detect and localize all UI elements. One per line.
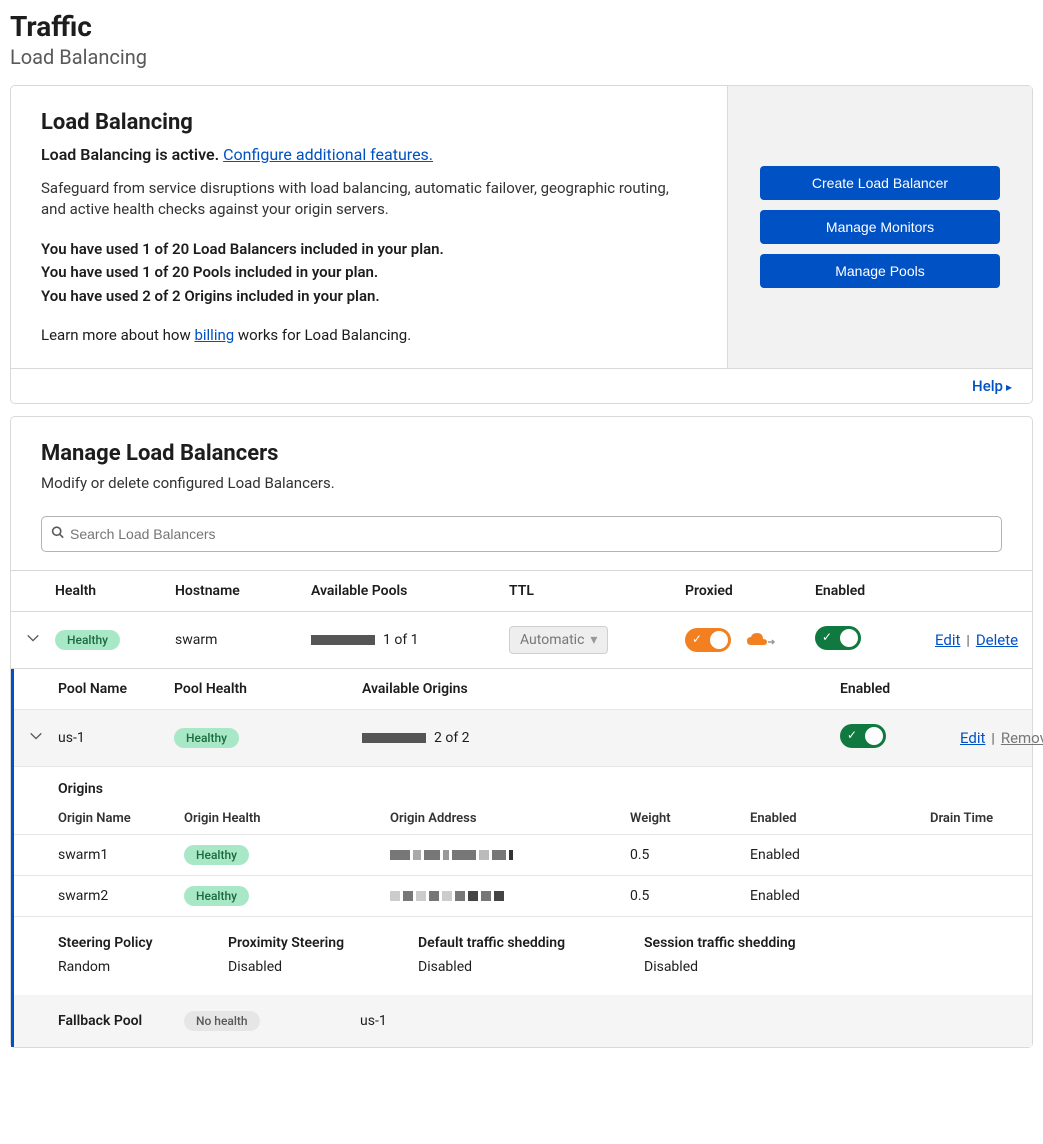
fallback-pool: us-1 [360,1013,1032,1029]
edit-link[interactable]: Edit [935,631,960,649]
col-enabled: Enabled [815,583,1032,599]
manage-monitors-button[interactable]: Manage Monitors [760,210,1000,244]
col-origin-address: Origin Address [390,811,630,826]
origin-address-redacted [390,891,630,901]
col-proxied: Proxied [685,583,815,599]
learn-more: Learn more about how billing works for L… [41,326,697,344]
pool-row: us-1 Healthy 2 of 2 ✓ Edit|Remove [14,710,1032,767]
lb-detail: Pool Name Pool Health Available Origins … [11,669,1032,1047]
usage-line: You have used 1 of 20 Pools included in … [41,261,697,284]
chevron-down-icon[interactable] [11,631,55,649]
origin-weight: 0.5 [630,847,750,863]
default-shed-label: Default traffic shedding [418,935,644,951]
delete-link[interactable]: Delete [976,631,1018,649]
col-pool-health: Pool Health [174,681,362,697]
origin-weight: 0.5 [630,888,750,904]
billing-link[interactable]: billing [194,326,234,344]
col-pool-enabled: Enabled [840,681,1032,697]
session-shed-value: Disabled [644,959,1032,975]
lb-row: Healthy swarm 1 of 1 Automatic ✓ ✓ Edit|… [11,612,1032,669]
pools-text: 1 of 1 [383,632,419,648]
session-shed-label: Session traffic shedding [644,935,1032,951]
intro-card: Load Balancing Load Balancing is active.… [10,85,1033,404]
origin-enabled: Enabled [750,888,930,904]
pools-progress [311,635,375,645]
manage-subheading: Modify or delete configured Load Balance… [41,474,1002,492]
proximity-label: Proximity Steering [228,935,418,951]
create-load-balancer-button[interactable]: Create Load Balancer [760,166,1000,200]
col-origin-weight: Weight [630,811,750,826]
origin-row: swarm1 Healthy 0.5 Enabled [14,835,1032,876]
origin-enabled: Enabled [750,847,930,863]
origin-name: swarm2 [58,888,184,904]
pool-enabled-toggle[interactable]: ✓ [840,724,886,748]
fallback-row: Fallback Pool No health us-1 [14,995,1032,1047]
manage-heading: Manage Load Balancers [41,441,1002,466]
usage-line: You have used 1 of 20 Load Balancers inc… [41,238,697,261]
pool-edit-link[interactable]: Edit [960,729,985,747]
steering-label: Steering Policy [58,935,228,951]
fallback-label: Fallback Pool [58,1013,184,1029]
enabled-toggle[interactable]: ✓ [815,626,861,650]
ttl-select[interactable]: Automatic [509,626,608,654]
col-pool-name: Pool Name [58,681,174,697]
col-hostname: Hostname [175,583,311,599]
lb-hostname: swarm [175,632,311,648]
help-link[interactable]: Help [972,377,1012,395]
origin-health-badge: Healthy [184,845,249,865]
action-panel: Create Load Balancer Manage Monitors Man… [727,86,1032,368]
col-origin-health: Origin Health [184,811,390,826]
proxied-toggle[interactable]: ✓ [685,628,731,652]
origins-progress [362,733,426,743]
page-subtitle: Load Balancing [10,45,1033,69]
origin-address-redacted [390,850,630,860]
origin-health-badge: Healthy [184,886,249,906]
col-origin-enabled: Enabled [750,811,930,826]
search-input[interactable] [41,516,1002,552]
proximity-value: Disabled [228,959,418,975]
search-icon [51,525,64,542]
intro-description: Safeguard from service disruptions with … [41,178,697,220]
col-pools: Available Pools [311,583,509,599]
default-shed-value: Disabled [418,959,644,975]
col-origin-name: Origin Name [58,811,184,826]
cloud-icon [745,631,775,649]
col-health: Health [55,583,175,599]
lb-table-header: Health Hostname Available Pools TTL Prox… [11,570,1032,612]
manage-pools-button[interactable]: Manage Pools [760,254,1000,288]
origin-name: swarm1 [58,847,184,863]
pool-health-badge: Healthy [174,728,239,748]
col-available-origins: Available Origins [362,681,840,697]
usage-line: You have used 2 of 2 Origins included in… [41,285,697,308]
origins-heading: Origins [14,767,1032,803]
origins-text: 2 of 2 [434,730,470,746]
fallback-health-badge: No health [184,1011,260,1031]
chevron-down-icon[interactable] [14,729,58,747]
steering-value: Random [58,959,228,975]
health-badge: Healthy [55,630,120,650]
col-ttl: TTL [509,583,685,599]
origin-row: swarm2 Healthy 0.5 Enabled [14,876,1032,917]
configure-link[interactable]: Configure additional features. [223,145,433,164]
intro-heading: Load Balancing [41,110,697,135]
pool-remove-link[interactable]: Remove [1001,729,1043,747]
pool-name: us-1 [58,730,174,746]
col-origin-drain: Drain Time [930,811,1032,826]
page-title: Traffic [10,10,1033,43]
status-text: Load Balancing is active. [41,145,219,164]
manage-card: Manage Load Balancers Modify or delete c… [10,416,1033,1048]
